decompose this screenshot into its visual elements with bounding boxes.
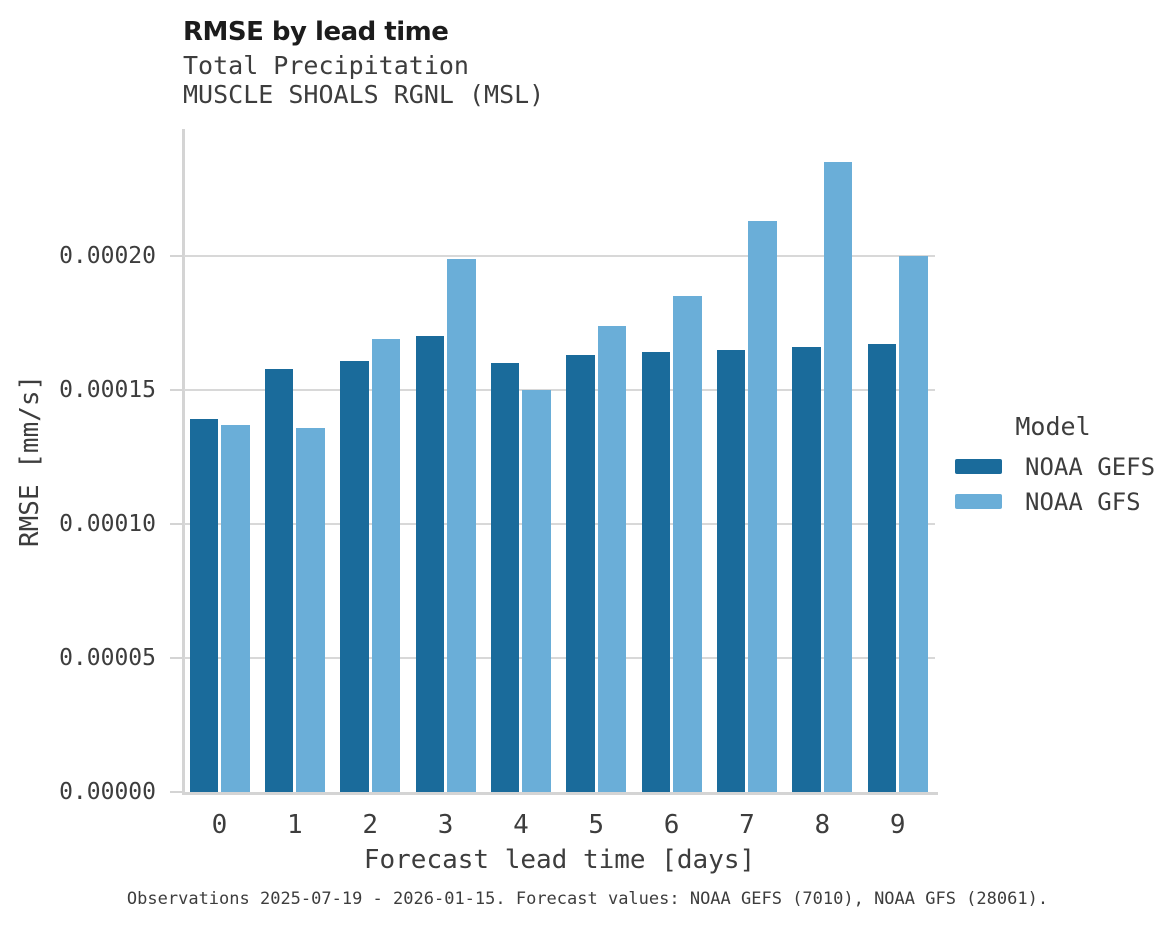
y-tick-mark-0.00015 — [170, 389, 184, 391]
legend-title: Model — [1015, 412, 1091, 441]
bar-gefs-day-2 — [340, 360, 369, 792]
bar-gfs-day-9 — [899, 256, 928, 792]
bar-gfs-day-4 — [522, 390, 551, 792]
bar-gfs-day-7 — [748, 221, 777, 792]
bar-gefs-day-9 — [867, 344, 897, 792]
x-tick-label-day-3: 3 — [437, 810, 454, 840]
x-tick-label-day-7: 7 — [739, 810, 755, 840]
gridline-0.00020 — [184, 255, 935, 257]
caption-observations: Observations 2025-07-19 - 2026-01-15. Fo… — [126, 889, 1049, 909]
x-tick-label-day-6: 6 — [663, 810, 680, 840]
y-tick-mark-0.00010 — [170, 523, 184, 525]
x-tick-label-day-0: 0 — [211, 810, 228, 840]
bar-gefs-day-7 — [716, 349, 746, 792]
y-axis-title: RMSE [mm/s] — [15, 374, 45, 547]
y-tick-label: 0.00020 — [59, 243, 156, 269]
x-tick-label-day-4: 4 — [513, 810, 529, 840]
bar-gefs-day-4 — [490, 363, 520, 792]
legend-label-gfs: NOAA GFS — [1025, 488, 1141, 516]
gefs-color-swatch — [955, 459, 1002, 474]
x-tick-label-day-9: 9 — [889, 810, 906, 840]
bar-gefs-day-0 — [189, 419, 218, 792]
bar-gefs-day-6 — [641, 352, 671, 792]
bar-gfs-day-5 — [597, 325, 627, 792]
gridline-0.00015 — [184, 389, 935, 391]
bar-gfs-day-0 — [221, 424, 250, 792]
x-axis-title: Forecast lead time [days] — [363, 845, 756, 875]
x-tick-label-day-8: 8 — [814, 810, 831, 840]
y-tick-mark-0.00020 — [170, 255, 184, 257]
legend-label-gefs: NOAA GEFS — [1025, 453, 1156, 481]
y-tick-mark-0.00000 — [170, 791, 184, 793]
y-tick-label: 0.00005 — [59, 645, 156, 671]
chart-subtitle-station: MUSCLE SHOALS RGNL (MSL) — [183, 80, 545, 109]
bar-gfs-day-3 — [447, 258, 476, 792]
y-tick-mark-0.00005 — [170, 657, 184, 659]
y-axis-spine — [182, 129, 185, 795]
x-tick-label-day-2: 2 — [362, 810, 379, 840]
bar-gfs-day-8 — [823, 162, 853, 792]
bar-gefs-day-1 — [264, 368, 294, 792]
y-tick-label: 0.00015 — [59, 377, 156, 403]
x-tick-label-day-5: 5 — [588, 810, 605, 840]
bar-gfs-day-6 — [673, 296, 702, 792]
x-axis-line — [182, 792, 938, 795]
gridline-0.00005 — [184, 657, 935, 659]
bar-gefs-day-8 — [792, 347, 821, 792]
gridline-0.00010 — [184, 523, 935, 525]
bar-gfs-day-1 — [296, 427, 325, 792]
y-tick-label: 0.00000 — [59, 779, 156, 805]
gfs-color-swatch — [955, 494, 1002, 509]
x-tick-label-day-1: 1 — [287, 810, 303, 840]
chart-title: RMSE by lead time — [183, 17, 449, 47]
bar-gefs-day-3 — [415, 336, 445, 792]
chart-subtitle-variable: Total Precipitation — [183, 51, 469, 80]
bar-gfs-day-2 — [371, 339, 401, 792]
y-tick-label: 0.00010 — [59, 511, 156, 537]
bar-gefs-day-5 — [566, 355, 595, 792]
